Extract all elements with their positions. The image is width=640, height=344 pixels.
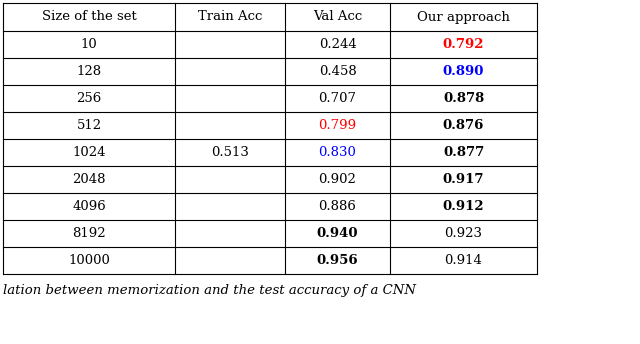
- Text: 0.902: 0.902: [319, 173, 356, 186]
- Text: 8192: 8192: [72, 227, 106, 240]
- Text: 0.830: 0.830: [319, 146, 356, 159]
- Text: Val Acc: Val Acc: [313, 11, 362, 23]
- Text: Our approach: Our approach: [417, 11, 510, 23]
- Text: Train Acc: Train Acc: [198, 11, 262, 23]
- Text: 0.799: 0.799: [319, 119, 356, 132]
- Text: 2048: 2048: [72, 173, 106, 186]
- Text: 0.940: 0.940: [317, 227, 358, 240]
- Text: 0.513: 0.513: [211, 146, 249, 159]
- Text: 0.707: 0.707: [319, 92, 356, 105]
- Text: 0.956: 0.956: [317, 254, 358, 267]
- Text: 0.923: 0.923: [445, 227, 483, 240]
- Text: 1024: 1024: [72, 146, 106, 159]
- Text: 0.878: 0.878: [443, 92, 484, 105]
- Text: 256: 256: [76, 92, 102, 105]
- Text: 0.792: 0.792: [443, 38, 484, 51]
- Text: 0.914: 0.914: [445, 254, 483, 267]
- Text: 10: 10: [81, 38, 97, 51]
- Text: 0.912: 0.912: [443, 200, 484, 213]
- Text: 128: 128: [76, 65, 102, 78]
- Text: lation between memorization and the test accuracy of a CNN: lation between memorization and the test…: [3, 284, 416, 297]
- Text: 0.458: 0.458: [319, 65, 356, 78]
- Text: 10000: 10000: [68, 254, 110, 267]
- Text: 4096: 4096: [72, 200, 106, 213]
- Text: 0.876: 0.876: [443, 119, 484, 132]
- Text: 0.917: 0.917: [443, 173, 484, 186]
- Text: Size of the set: Size of the set: [42, 11, 136, 23]
- Text: 0.877: 0.877: [443, 146, 484, 159]
- Text: 512: 512: [76, 119, 102, 132]
- Text: 0.244: 0.244: [319, 38, 356, 51]
- Text: 0.890: 0.890: [443, 65, 484, 78]
- Text: 0.886: 0.886: [319, 200, 356, 213]
